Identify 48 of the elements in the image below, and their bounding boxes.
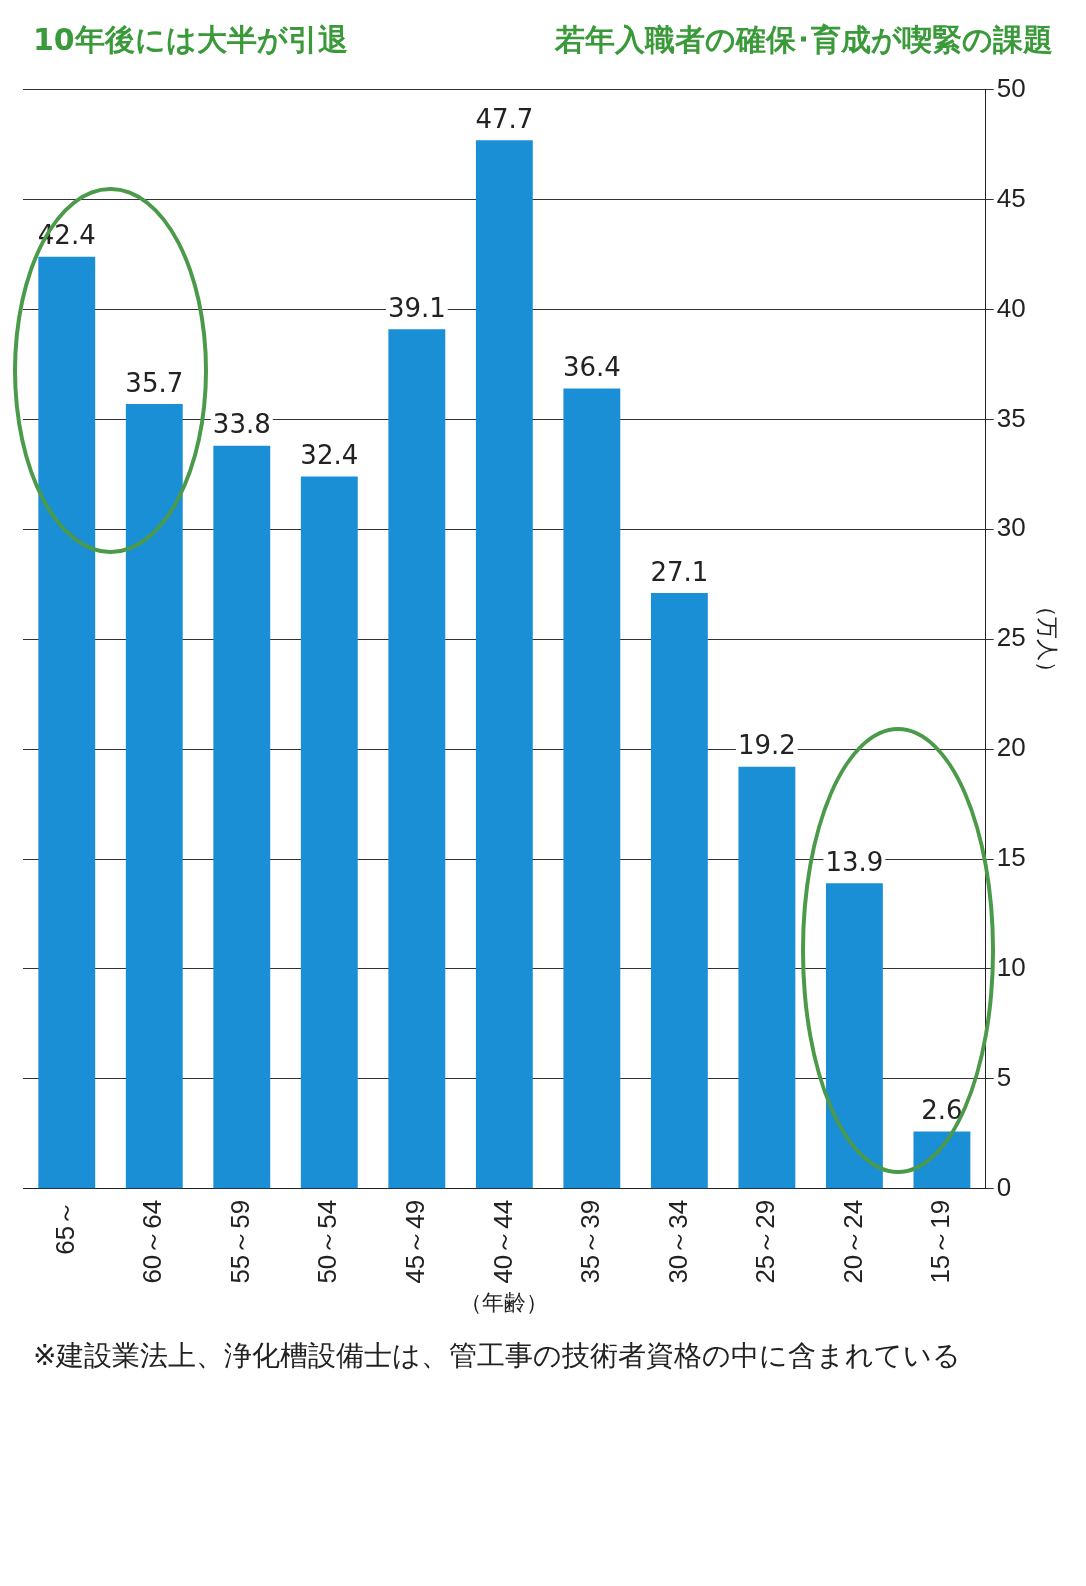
data-label: 13.9 — [825, 846, 884, 877]
x-tick-label: 25～29 — [750, 1199, 781, 1284]
y-tick-label: 20 — [996, 732, 1026, 763]
y-tick-label: 50 — [996, 72, 1026, 103]
data-label: 27.1 — [650, 556, 709, 587]
data-label: 2.6 — [921, 1095, 963, 1126]
text: 10年後には大半が引退 — [33, 21, 348, 59]
y-tick-label: 45 — [996, 182, 1026, 213]
text: ※建設業法上、浄化槽設備士は、管工事の技術者資格の中に含まれている — [32, 1338, 963, 1374]
bar — [38, 256, 96, 1189]
bar — [125, 403, 183, 1189]
y-tick-label: 15 — [996, 842, 1026, 873]
x-tick-label: 45～49 — [400, 1199, 430, 1284]
x-tick-label: 60～64 — [137, 1199, 168, 1284]
bar — [388, 329, 446, 1189]
x-tick-label: 55～59 — [224, 1199, 255, 1284]
x-tick-label: 50～54 — [312, 1199, 343, 1284]
y-tick-label: 30 — [996, 512, 1026, 543]
data-label: 47.7 — [475, 103, 534, 134]
data-label: 39.1 — [387, 292, 446, 323]
bar — [300, 476, 358, 1189]
x-tick-label: 40～44 — [487, 1199, 518, 1284]
data-label: 33.8 — [212, 409, 271, 440]
x-axis-title: （年齢） — [460, 1289, 549, 1315]
y-tick-label: 5 — [996, 1062, 1012, 1093]
bar — [825, 883, 883, 1189]
data-label: 32.4 — [300, 440, 359, 471]
bar — [213, 445, 271, 1189]
data-label: 36.4 — [562, 352, 621, 383]
data-label: 35.7 — [125, 367, 184, 398]
y-tick-label: 35 — [996, 402, 1026, 433]
y-tick-label: 40 — [996, 292, 1026, 323]
x-tick-label: 35～39 — [575, 1199, 606, 1284]
bar — [563, 388, 621, 1189]
y-tick-label: 10 — [996, 952, 1026, 983]
bar — [650, 593, 708, 1189]
x-tick-label: 15～19 — [925, 1199, 956, 1284]
x-tick-label: 30～34 — [662, 1199, 693, 1284]
bar — [475, 140, 533, 1189]
bar — [738, 766, 796, 1189]
data-label: 19.2 — [737, 730, 796, 761]
y-tick-label: 0 — [996, 1171, 1012, 1202]
bar — [913, 1131, 971, 1189]
x-tick-label: 65～ — [49, 1199, 80, 1255]
x-tick-label: 20～24 — [837, 1199, 868, 1284]
text: 若年入職者の確保･育成が喫緊の課題 — [555, 21, 1053, 59]
y-axis-title: （万人） — [1034, 595, 1060, 684]
y-tick-label: 25 — [996, 622, 1026, 653]
